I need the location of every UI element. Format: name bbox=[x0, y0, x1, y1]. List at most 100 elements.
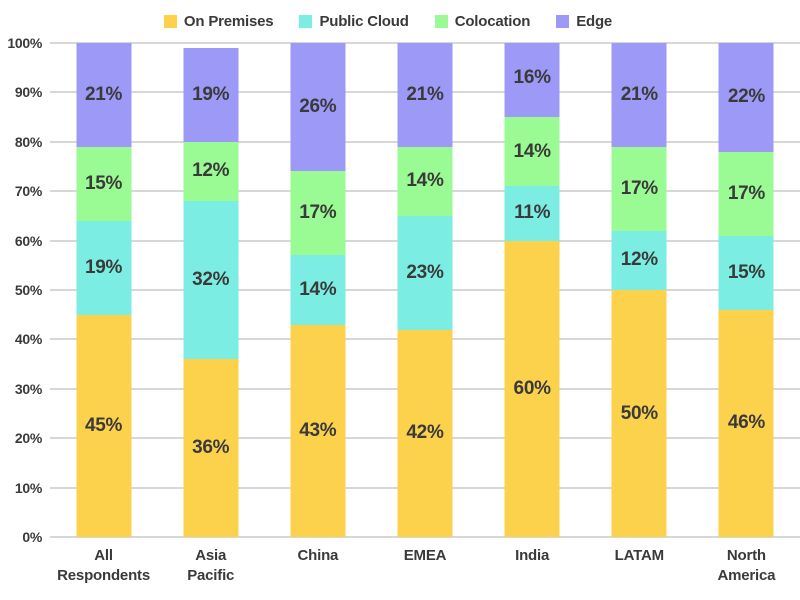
bar-value-label: 12% bbox=[192, 160, 230, 182]
x-axis-label: LATAM bbox=[614, 547, 664, 564]
bar-value-label: 60% bbox=[513, 377, 551, 399]
bar-value-label: 15% bbox=[84, 172, 123, 194]
legend-swatch-icon bbox=[556, 15, 570, 28]
bar-value-label: 42% bbox=[406, 422, 444, 444]
bar-slot: 46% 15% 17% 22% bbox=[693, 43, 800, 537]
bar-segment: 21% bbox=[397, 43, 453, 147]
bar-slot: 36% 32% 12% 19% bbox=[157, 43, 264, 537]
legend-swatch-icon bbox=[299, 15, 313, 28]
x-axis-label: North America bbox=[717, 547, 776, 584]
legend-item: On Premises bbox=[163, 13, 274, 30]
plot-area: 45% 19% 15% 21% 36% 32% 12% 19% 43% 14% 17% 26% 42% 2… bbox=[50, 42, 800, 538]
y-tick-label: 40% bbox=[14, 331, 42, 348]
y-tick-label: 30% bbox=[14, 380, 42, 397]
bar-segment: 11% bbox=[504, 186, 560, 241]
bar-value-label: 23% bbox=[406, 261, 444, 283]
bar-segment: 43% bbox=[290, 324, 346, 537]
bar: 42% 23% 14% 21% bbox=[397, 43, 453, 537]
bar-segment: 45% bbox=[76, 314, 132, 537]
bar-segment: 42% bbox=[397, 329, 453, 537]
bar: 45% 19% 15% 21% bbox=[76, 43, 132, 537]
x-axis-label: EMEA bbox=[403, 547, 447, 564]
bar-value-label: 14% bbox=[299, 279, 337, 301]
bar-value-label: 32% bbox=[192, 269, 230, 291]
bar: 50% 12% 17% 21% bbox=[611, 43, 667, 537]
bar-segment: 26% bbox=[290, 43, 346, 172]
legend-label: Edge bbox=[576, 13, 613, 30]
bar-value-label: 16% bbox=[513, 66, 551, 88]
bar-value-label: 36% bbox=[192, 437, 230, 459]
y-tick-label: 100% bbox=[7, 35, 42, 51]
legend-item: Public Cloud bbox=[299, 13, 409, 30]
bar-segment: 17% bbox=[718, 151, 774, 236]
bar-value-label: 15% bbox=[727, 261, 765, 283]
bar-segment: 21% bbox=[611, 43, 667, 147]
bar-segment: 36% bbox=[183, 359, 239, 537]
bar-segment: 22% bbox=[718, 43, 774, 152]
y-tick-label: 70% bbox=[14, 183, 42, 200]
bar-value-label: 45% bbox=[84, 414, 123, 436]
bar-segment: 19% bbox=[76, 220, 132, 315]
y-axis: 0% 10% 20% 30% 40% 50% 60% 70% 80% 90% 100% bbox=[0, 35, 42, 545]
bar-value-label: 21% bbox=[84, 83, 123, 105]
bar-value-label: 17% bbox=[299, 202, 337, 224]
bar-value-label: 21% bbox=[406, 83, 444, 105]
gridline bbox=[50, 42, 800, 44]
bar-value-label: 14% bbox=[406, 170, 444, 192]
bar-segment: 60% bbox=[504, 240, 560, 537]
bar-segment: 12% bbox=[611, 230, 667, 290]
bar: 46% 15% 17% 22% bbox=[718, 43, 774, 537]
bar-segment: 14% bbox=[290, 255, 346, 325]
bar-value-label: 50% bbox=[620, 402, 658, 424]
bar-value-label: 19% bbox=[84, 256, 123, 278]
bar-segment: 32% bbox=[183, 201, 239, 360]
bar: 43% 14% 17% 26% bbox=[290, 43, 346, 537]
legend-item: Edge bbox=[556, 13, 612, 30]
bar-value-label: 43% bbox=[299, 419, 337, 441]
x-axis-label: Asia Pacific bbox=[187, 547, 235, 584]
bar-value-label: 21% bbox=[620, 83, 658, 105]
x-axis-label: All Respondents bbox=[57, 547, 150, 584]
bar-value-label: 11% bbox=[514, 202, 551, 224]
legend: On Premises Public Cloud Colocation Edge bbox=[0, 13, 788, 30]
legend-label: Colocation bbox=[454, 13, 531, 30]
bar-segment: 19% bbox=[183, 47, 239, 142]
bar-segment: 46% bbox=[718, 309, 774, 537]
bar-slot: 60% 11% 14% 16% bbox=[479, 43, 586, 537]
bar-value-label: 14% bbox=[513, 140, 551, 162]
bar-segment: 21% bbox=[76, 43, 132, 147]
x-axis-label: China bbox=[297, 547, 339, 564]
bar-value-label: 19% bbox=[192, 83, 230, 105]
x-axis-label: India bbox=[515, 547, 550, 564]
bar-value-label: 17% bbox=[727, 182, 765, 204]
legend-label: On Premises bbox=[183, 13, 274, 30]
bar-segment: 16% bbox=[504, 43, 560, 118]
bar: 36% 32% 12% 19% bbox=[183, 43, 239, 537]
bar-segment: 15% bbox=[718, 235, 774, 310]
bar-segment: 14% bbox=[504, 117, 560, 187]
bar-segment: 15% bbox=[76, 146, 132, 221]
y-tick-label: 50% bbox=[14, 282, 42, 298]
y-tick-label: 20% bbox=[14, 430, 42, 447]
legend-item: Colocation bbox=[434, 13, 531, 30]
legend-swatch-icon bbox=[434, 15, 448, 28]
bar-slot: 50% 12% 17% 21% bbox=[586, 43, 693, 537]
bar: 60% 11% 14% 16% bbox=[504, 43, 560, 537]
bar-segment: 23% bbox=[397, 215, 453, 330]
bar-slot: 45% 19% 15% 21% bbox=[50, 43, 157, 537]
bar-segment: 50% bbox=[611, 290, 667, 537]
gridline bbox=[50, 536, 800, 538]
bar-slot: 42% 23% 14% 21% bbox=[371, 43, 478, 537]
y-tick-label: 80% bbox=[14, 133, 42, 150]
y-tick-label: 90% bbox=[14, 84, 42, 101]
legend-label: Public Cloud bbox=[319, 13, 409, 30]
bar-slot: 43% 14% 17% 26% bbox=[264, 43, 371, 537]
bar-value-label: 22% bbox=[727, 86, 765, 108]
y-tick-label: 60% bbox=[14, 232, 42, 249]
bar-value-label: 12% bbox=[620, 249, 658, 271]
bar-segment: 17% bbox=[611, 146, 667, 231]
legend-swatch-icon bbox=[163, 15, 177, 28]
bar-segment: 12% bbox=[183, 141, 239, 202]
bar-segment: 14% bbox=[397, 146, 453, 216]
